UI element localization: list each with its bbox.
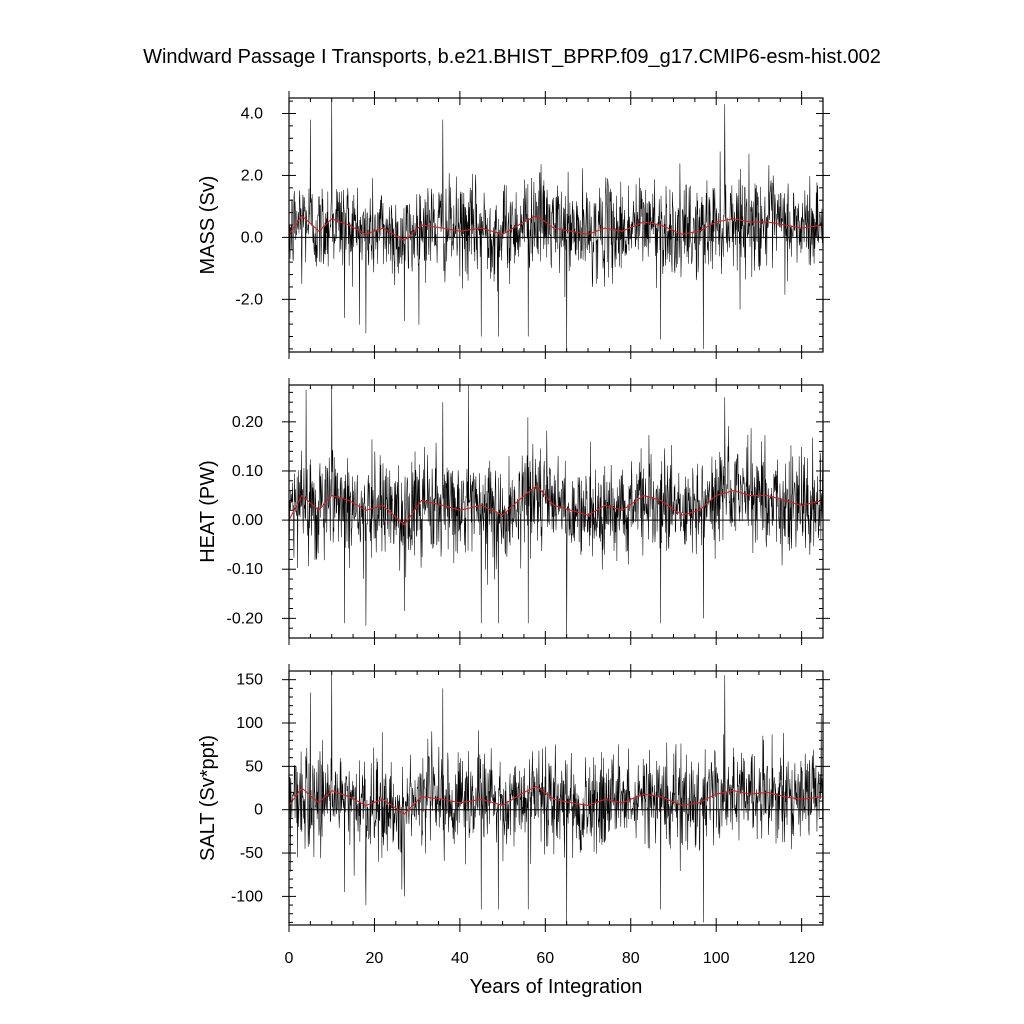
panel-2-ytick-label: 0.00 (232, 512, 263, 529)
panel-3-ytick-label: -100 (231, 888, 263, 905)
panel-3-frame (288, 670, 824, 926)
panel-2-ytick-label: 0.20 (232, 414, 263, 431)
panel-2-frame (288, 384, 824, 639)
xtick-label: 120 (788, 950, 815, 967)
xtick-label: 40 (451, 950, 469, 967)
panel-3-ytick-label: 0 (254, 802, 263, 819)
panel-2-ytick-label: -0.10 (227, 561, 264, 578)
panel-2-y-axis-label: HEAT (PW) (197, 460, 219, 563)
panel-1-ytick-label: 4.0 (241, 105, 263, 122)
panel-3-running-mean-series (289, 785, 823, 815)
chart-title: Windward Passage I Transports, b.e21.BHI… (143, 46, 881, 68)
panel-1-ytick-label: 0.0 (241, 229, 263, 246)
panel-3-ytick-label: 100 (236, 715, 263, 732)
xtick-label: 0 (285, 950, 294, 967)
panel-1-monthly-series (289, 98, 823, 352)
panel-3-ytick-label: -50 (240, 845, 263, 862)
panel-2-ytick-label: -0.20 (227, 610, 264, 627)
x-axis-label: Years of Integration (469, 976, 643, 998)
panel-2-ytick-label: 0.10 (232, 463, 263, 480)
panel-1-y-axis-label: MASS (Sv) (197, 176, 219, 275)
panel-1-ytick-label: 2.0 (241, 167, 263, 184)
panel-3-y-axis-label: SALT (Sv*ppt) (197, 735, 219, 861)
xtick-label: 100 (703, 950, 730, 967)
panel-3-monthly-series (289, 671, 823, 925)
panel-1-ytick-label: -2.0 (235, 291, 263, 308)
panel-1-running-mean-series (289, 214, 823, 242)
xtick-label: 80 (622, 950, 640, 967)
panel-2-monthly-series (289, 385, 823, 638)
xtick-label: 20 (366, 950, 384, 967)
xtick-label: 60 (536, 950, 554, 967)
panel-3-ytick-label: 150 (236, 672, 263, 689)
panel-2-running-mean-series (289, 484, 823, 526)
panel-3-ytick-label: 50 (245, 758, 263, 775)
